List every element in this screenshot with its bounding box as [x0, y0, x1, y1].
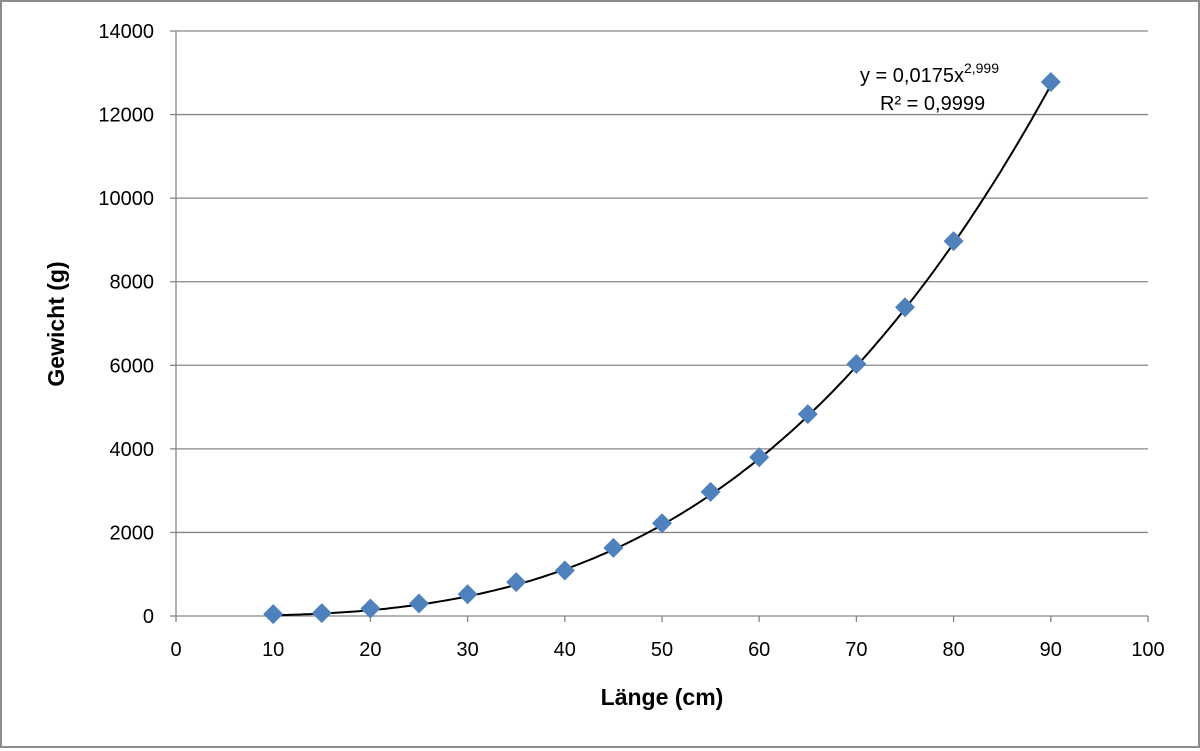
- data-point: [263, 604, 284, 625]
- gridlines: [176, 30, 1148, 534]
- x-tick-label: 60: [748, 639, 770, 661]
- data-point: [846, 354, 867, 375]
- x-tick-label: 30: [456, 639, 478, 661]
- trendline: [273, 84, 1052, 617]
- x-tick-label: 70: [845, 639, 867, 661]
- axes: [170, 30, 1149, 622]
- equation-base: y = 0,0175x: [860, 65, 964, 87]
- x-tick-label: 90: [1040, 639, 1062, 661]
- data-point: [797, 404, 818, 425]
- x-axis-label: Länge (cm): [601, 684, 724, 710]
- data-point: [554, 560, 575, 581]
- data-point: [603, 537, 624, 558]
- data-point: [360, 598, 381, 619]
- data-point: [652, 513, 672, 534]
- x-tick-label: 50: [651, 639, 673, 661]
- data-point: [943, 231, 964, 252]
- y-tick-label: 12000: [98, 105, 154, 127]
- x-tick-label: 10: [262, 639, 284, 661]
- y-tick-label: 10000: [98, 188, 154, 210]
- data-point: [457, 584, 478, 605]
- y-tick-label: 8000: [110, 272, 155, 294]
- x-tick-label: 100: [1131, 639, 1164, 661]
- trendline-equation: y = 0,0175x2,999: [860, 60, 999, 87]
- x-tick-label: 40: [554, 639, 576, 661]
- x-tick-label: 80: [942, 639, 964, 661]
- x-tick-label: 20: [359, 639, 381, 661]
- data-point: [506, 572, 527, 593]
- data-point: [895, 297, 915, 318]
- y-axis-label: Gewicht (g): [43, 261, 69, 386]
- y-tick-label: 4000: [110, 439, 155, 461]
- x-tick-label: 0: [170, 639, 181, 661]
- tick-labels: 0 2000 4000 6000 8000 10000 12000 14000 0 10 20 30 4…: [98, 21, 1164, 661]
- data-point: [749, 447, 770, 468]
- data-point: [1040, 71, 1061, 92]
- r-squared-label: R² = 0,9999: [880, 93, 985, 115]
- y-tick-label: 14000: [98, 21, 154, 43]
- data-points: [263, 71, 1061, 625]
- equation-exponent: 2,999: [964, 60, 999, 76]
- y-tick-label: 0: [143, 606, 154, 628]
- data-point: [409, 593, 429, 614]
- data-point: [311, 603, 332, 624]
- y-tick-label: 2000: [110, 522, 155, 544]
- y-tick-label: 6000: [110, 355, 155, 377]
- data-point: [700, 481, 721, 502]
